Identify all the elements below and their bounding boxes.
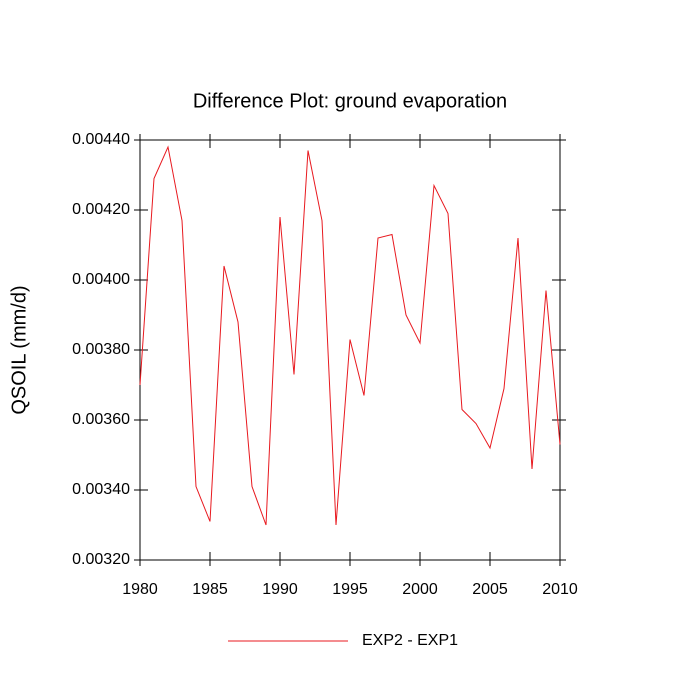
chart-title: Difference Plot: ground evaporation [193,90,507,112]
x-tick-label: 2000 [402,581,438,598]
y-tick-label: 0.00420 [72,201,130,218]
y-tick-label: 0.00320 [72,551,130,568]
data-line [139,145,561,526]
legend-label: EXP2 - EXP1 [362,632,458,649]
x-tick-label: 2005 [472,581,508,598]
x-tick-label: 2010 [542,581,578,598]
plot-frame [139,139,561,561]
y-tick-label: 0.00380 [72,341,130,358]
x-tick-label: 1980 [122,581,158,598]
y-tick-label: 0.00440 [72,131,130,148]
y-tick-label: 0.00360 [72,411,130,428]
x-tick-label: 1985 [192,581,228,598]
y-axis-label: QSOIL (mm/d) [8,285,30,414]
x-tick-label: 1990 [262,581,298,598]
y-tick-label: 0.00400 [72,271,130,288]
x-tick-label: 1995 [332,581,368,598]
y-tick-label: 0.00340 [72,481,130,498]
